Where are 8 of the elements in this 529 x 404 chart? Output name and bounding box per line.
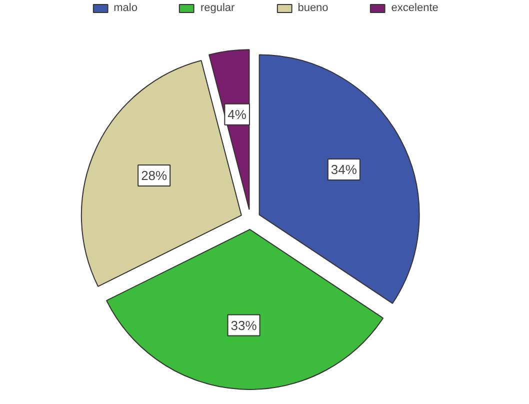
data-label: 33% — [230, 318, 258, 333]
data-label: 4% — [228, 106, 247, 122]
legend-label: regular — [200, 2, 235, 14]
legend-label: excelente — [391, 2, 438, 14]
legend-label: malo — [114, 2, 138, 14]
data-label: 34% — [330, 162, 358, 177]
legend-label: bueno — [298, 2, 328, 14]
data-label: 28% — [141, 168, 168, 183]
